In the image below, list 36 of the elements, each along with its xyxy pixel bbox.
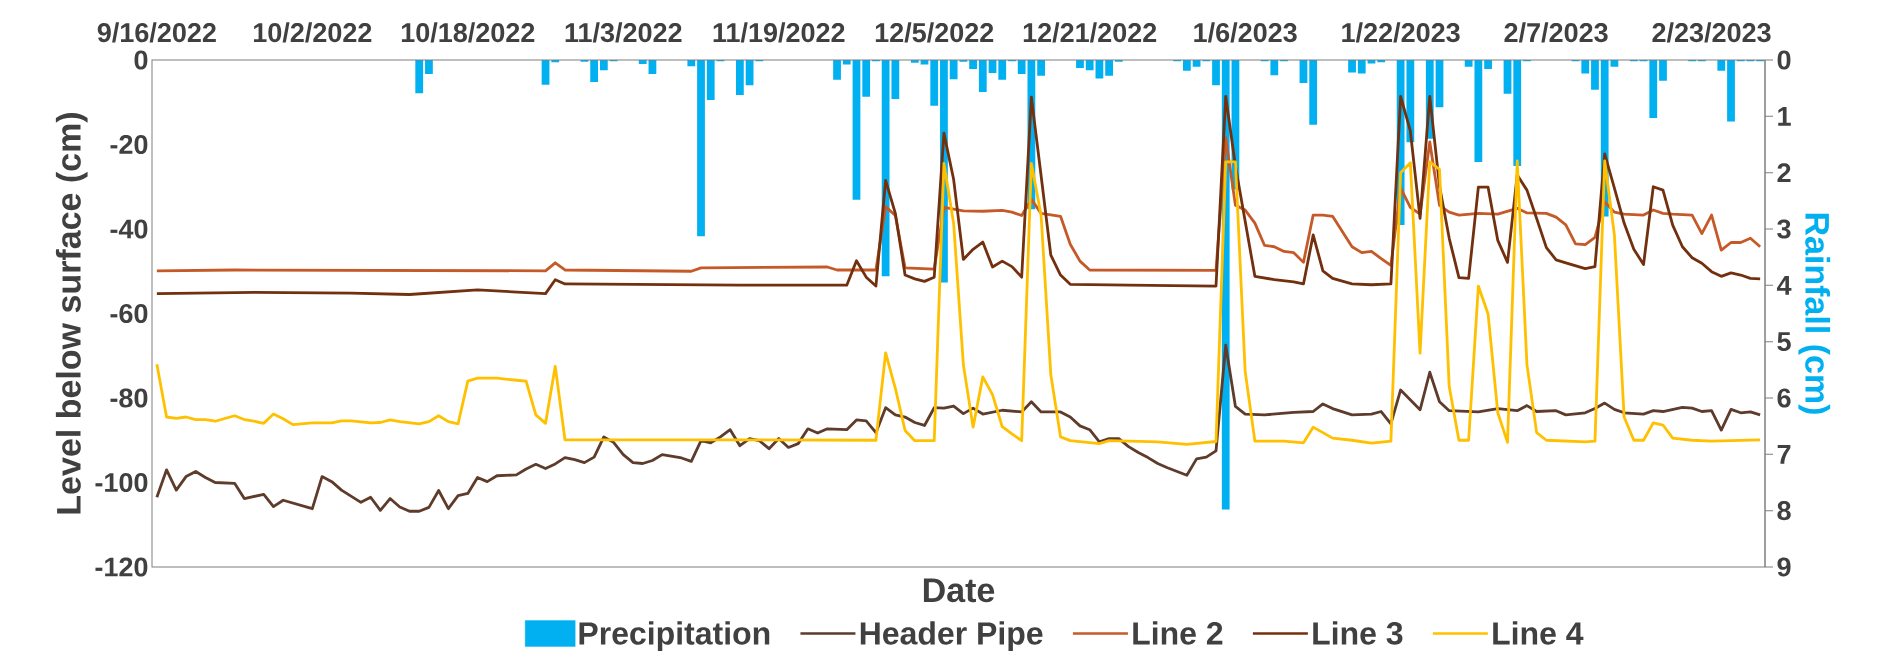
y-tick-label: -120 xyxy=(95,557,148,577)
y2-tick-label: 8 xyxy=(1777,501,1791,521)
x-tick-label: 10/2/2022 xyxy=(253,22,372,43)
legend-label: Line 3 xyxy=(1313,621,1403,645)
x-axis-title: Date xyxy=(923,578,995,603)
x-tick-label: 1/6/2023 xyxy=(1194,22,1297,43)
x-tick-label: 12/5/2022 xyxy=(875,22,994,43)
x-tick-label: 12/21/2022 xyxy=(1023,22,1157,43)
legend-label: Line 2 xyxy=(1133,621,1223,645)
y2-tick-label: 5 xyxy=(1777,332,1791,352)
x-tick-label: 9/16/2022 xyxy=(97,22,216,43)
x-tick-label: 1/22/2023 xyxy=(1342,22,1460,43)
y2-tick-label: 4 xyxy=(1776,276,1792,295)
x-tick-label: 10/18/2022 xyxy=(401,22,535,43)
x-tick-label: 2/7/2023 xyxy=(1504,22,1608,43)
y-tick-label: 0 xyxy=(134,50,148,70)
y-tick-label: -80 xyxy=(110,388,148,408)
y-tick-label: -40 xyxy=(110,219,148,239)
legend-label: Header Pipe xyxy=(860,621,1043,652)
y2-tick-label: 3 xyxy=(1777,219,1791,239)
legend-label: Precipitation xyxy=(579,621,770,652)
x-tick-label: 2/23/2023 xyxy=(1652,22,1771,43)
y2-tick-label: 9 xyxy=(1777,557,1791,577)
x-tick-label: 11/19/2022 xyxy=(713,22,845,43)
y-tick-label: -60 xyxy=(110,303,148,324)
x-tick-label: 11/3/2022 xyxy=(565,22,682,43)
y-axis-title: Level below surface (cm) xyxy=(55,113,88,514)
y2-tick-label: 7 xyxy=(1777,445,1791,464)
y2-axis-title: Rainfall (cm) xyxy=(1798,213,1831,414)
y2-tick-label: 2 xyxy=(1777,163,1791,183)
legend-label: Line 4 xyxy=(1493,621,1584,645)
y2-tick-label: 6 xyxy=(1777,388,1791,408)
y-tick-label: -100 xyxy=(95,472,148,493)
y2-tick-label: 0 xyxy=(1777,50,1791,70)
y2-tick-label: 1 xyxy=(1778,107,1791,126)
y-tick-label: -20 xyxy=(110,134,148,155)
